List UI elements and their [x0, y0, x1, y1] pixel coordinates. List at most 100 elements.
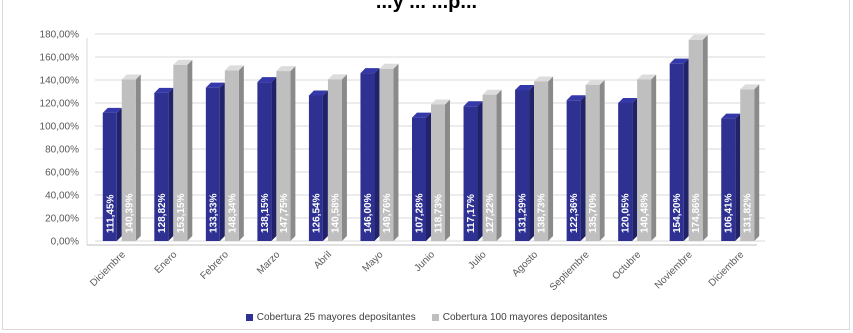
data-label: 154,20%: [672, 193, 683, 233]
bar-side: [735, 113, 741, 241]
data-label: 106,41%: [724, 193, 735, 233]
data-label: 140,48%: [640, 193, 651, 233]
bar-top: [669, 58, 689, 64]
bar-top100: [276, 71, 291, 242]
data-label: 118,73%: [434, 194, 445, 233]
bar-top: [205, 82, 225, 88]
bar-top: [379, 63, 399, 69]
bar-top100: [224, 70, 239, 241]
bar-top: [618, 97, 638, 103]
bar-side: [651, 74, 657, 241]
bar-top100: [585, 84, 600, 241]
x-tick-label: Julio: [466, 249, 489, 272]
legend-swatch-series-2: [431, 314, 439, 321]
data-label: 131,82%: [743, 193, 754, 233]
bar-top25: [102, 112, 117, 242]
y-tick-label: 120,00%: [40, 99, 80, 110]
x-tick-label: Enero: [153, 249, 180, 276]
x-tick-label: Diciembre: [88, 249, 128, 289]
bar-top: [173, 59, 193, 65]
y-tick-label: 20,00%: [45, 214, 79, 225]
bar-top25: [308, 95, 323, 241]
bar-side: [116, 107, 122, 242]
legend: Cobertura 25 mayores depositantes Cobert…: [0, 312, 853, 323]
bar-top100: [482, 94, 497, 242]
legend-item-series-1: Cobertura 25 mayores depositantes: [245, 312, 416, 323]
bar-top25: [463, 106, 478, 241]
y-axis: 0,00% 20,00% 40,00% 60,00% 80,00% 100,00% 120,…: [40, 30, 80, 248]
x-tick-label: Septiembre: [548, 249, 592, 293]
bar-top: [585, 79, 605, 85]
bar-top: [515, 85, 535, 91]
x-tick-label: Diciembre: [707, 249, 747, 289]
bar-top25: [360, 73, 375, 241]
data-label: 174,86%: [691, 193, 702, 233]
bar-side: [341, 74, 347, 241]
y-tick-label: 140,00%: [40, 76, 80, 87]
legend-item-series-2: Cobertura 100 mayores depositantes: [431, 312, 608, 323]
legend-label-series-1: Cobertura 25 mayores depositantes: [256, 312, 416, 323]
bar-top: [688, 34, 708, 40]
bar-top25: [721, 118, 736, 241]
bar-side: [599, 79, 605, 241]
bar-top25: [618, 102, 633, 241]
bar-side: [754, 84, 760, 241]
data-label: 120,05%: [621, 193, 632, 233]
data-label: 111,45%: [105, 195, 116, 233]
bar-top: [740, 84, 760, 90]
bar-top100: [534, 81, 549, 241]
bar-top: [102, 107, 122, 113]
bar-side: [548, 76, 554, 241]
data-label: 127,22%: [485, 193, 496, 233]
bar-top: [412, 112, 431, 118]
bar-top: [566, 95, 586, 101]
y-tick-label: 60,00%: [45, 168, 79, 179]
bar-side: [187, 59, 193, 241]
bar-top25: [566, 100, 581, 241]
bar-side: [238, 65, 244, 241]
bar-top: [463, 101, 483, 107]
bar-side: [168, 87, 174, 242]
bars: [102, 34, 760, 242]
bar-side: [477, 101, 483, 241]
x-tick-label: Mayo: [361, 249, 386, 274]
bar-top100: [637, 79, 652, 241]
data-label: 133,33%: [208, 193, 219, 233]
y-tick-label: 40,00%: [45, 191, 79, 202]
bar-top: [431, 99, 450, 105]
bar-side: [683, 58, 689, 241]
bar-side: [445, 99, 450, 241]
bar-top100: [688, 39, 703, 242]
bar-top: [308, 90, 328, 96]
legend-label-series-2: Cobertura 100 mayores depositantes: [442, 312, 608, 323]
bar-top100: [327, 79, 342, 241]
bar-chart: 0,00% 20,00% 40,00% 60,00% 80,00% 100,00% 120,…: [40, 30, 765, 293]
bar-top100: [379, 68, 394, 241]
data-label: 149,76%: [382, 193, 393, 233]
bar-top: [276, 66, 296, 72]
y-tick-label: 160,00%: [40, 53, 80, 64]
bar-side: [632, 97, 638, 241]
bar-top25: [515, 90, 530, 241]
bar-top: [360, 68, 380, 74]
bar-side: [580, 95, 586, 241]
bar-top25: [669, 63, 684, 241]
bar-side: [529, 85, 535, 241]
legend-swatch-series-1: [245, 314, 253, 321]
data-label: 131,29%: [518, 193, 529, 233]
x-tick-label: Abril: [312, 249, 334, 271]
bar-top: [482, 89, 502, 95]
bar-top: [721, 113, 741, 119]
data-label: 138,15%: [260, 193, 271, 233]
bar-top100: [431, 104, 445, 241]
data-label: 148,34%: [227, 193, 238, 233]
bar-side: [426, 112, 431, 242]
x-tick-label: Marzo: [255, 249, 283, 277]
bar-top100: [121, 79, 136, 241]
data-label: 140,39%: [124, 193, 135, 233]
bar-side: [135, 74, 141, 241]
bar-side: [702, 34, 708, 242]
chart-title: ...y ... ...p...: [375, 0, 478, 13]
bar-top: [154, 87, 174, 93]
